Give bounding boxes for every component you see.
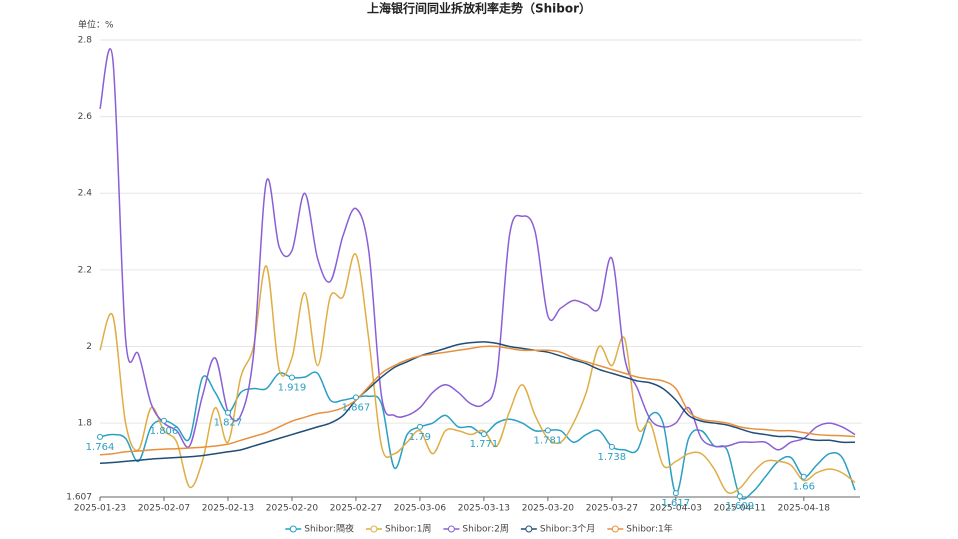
y-tick-label: 2.4	[78, 189, 93, 199]
series-line	[99, 341, 856, 465]
x-tick-label: 2025-04-03	[650, 504, 702, 514]
legend-marker	[289, 525, 297, 533]
x-tick-label: 2025-04-18	[778, 504, 831, 514]
legend-label: Shibor:隔夜	[304, 523, 354, 535]
point-marker	[160, 417, 167, 424]
point-marker	[800, 473, 807, 480]
data-label: 1.66	[793, 482, 815, 493]
data-label: 1.827	[214, 418, 243, 429]
unit-label: 单位：%	[78, 19, 114, 31]
point-marker	[224, 409, 231, 416]
x-tick-label: 2025-02-13	[202, 504, 254, 514]
legend-marker	[370, 525, 378, 533]
legend-marker	[611, 525, 619, 533]
data-label: 1.806	[150, 426, 179, 437]
series-line	[99, 345, 856, 456]
x-tick-label: 2025-01-23	[74, 504, 126, 514]
point-marker	[544, 427, 551, 434]
data-label: 1.617	[662, 498, 691, 509]
chart-title: 上海银行间同业拆放利率走势（Shibor）	[367, 1, 591, 16]
data-label: 1.781	[534, 435, 563, 446]
y-tick-label: 2.8	[78, 36, 93, 46]
x-tick-label: 2025-02-07	[138, 504, 190, 514]
point-marker	[736, 493, 743, 500]
data-label: 1.738	[598, 452, 627, 463]
legend-marker	[447, 525, 455, 533]
x-tick-label: 2025-02-20	[266, 504, 319, 514]
data-label: 1.764	[86, 442, 115, 453]
legend-label: Shibor:1年	[626, 523, 672, 535]
x-tick-label: 2025-03-06	[394, 504, 447, 514]
legend: Shibor:隔夜 Shibor:1周 Shibor:2周 Shibor:3个月 Shi…	[285, 523, 673, 535]
x-tick-label: 2025-03-20	[522, 504, 575, 514]
legend-label: Shibor:2周	[462, 524, 508, 535]
point-marker	[97, 433, 103, 440]
legend-marker	[525, 525, 533, 533]
data-label: 1.919	[278, 382, 307, 393]
x-tick-label: 2025-03-13	[458, 504, 510, 514]
y-tick-label: 2.6	[78, 112, 93, 122]
y-tick-label: 2	[86, 342, 92, 352]
y-tick-label: 2.2	[78, 265, 92, 275]
x-tick-label: 2025-04-11	[714, 504, 766, 514]
legend-label: Shibor:1周	[385, 524, 431, 535]
point-marker	[672, 490, 679, 497]
point-marker	[480, 431, 487, 438]
point-marker	[608, 443, 615, 450]
point-marker	[288, 374, 295, 381]
x-tick-label: 2025-02-27	[330, 504, 382, 514]
y-tick-label: 1.8	[78, 419, 93, 429]
data-label: 1.867	[342, 402, 371, 413]
data-label: 1.79	[409, 432, 431, 443]
point-marker	[352, 394, 359, 401]
y-tick-label: 1.607	[66, 493, 92, 503]
series-line	[99, 48, 856, 451]
data-label: 1.609	[726, 501, 755, 512]
data-label: 1.771	[470, 439, 499, 450]
x-tick-label: 2025-03-27	[586, 504, 638, 514]
point-marker	[416, 423, 423, 430]
series-line	[99, 253, 856, 494]
series-line	[99, 371, 856, 500]
legend-label: Shibor:3个月	[540, 524, 595, 535]
